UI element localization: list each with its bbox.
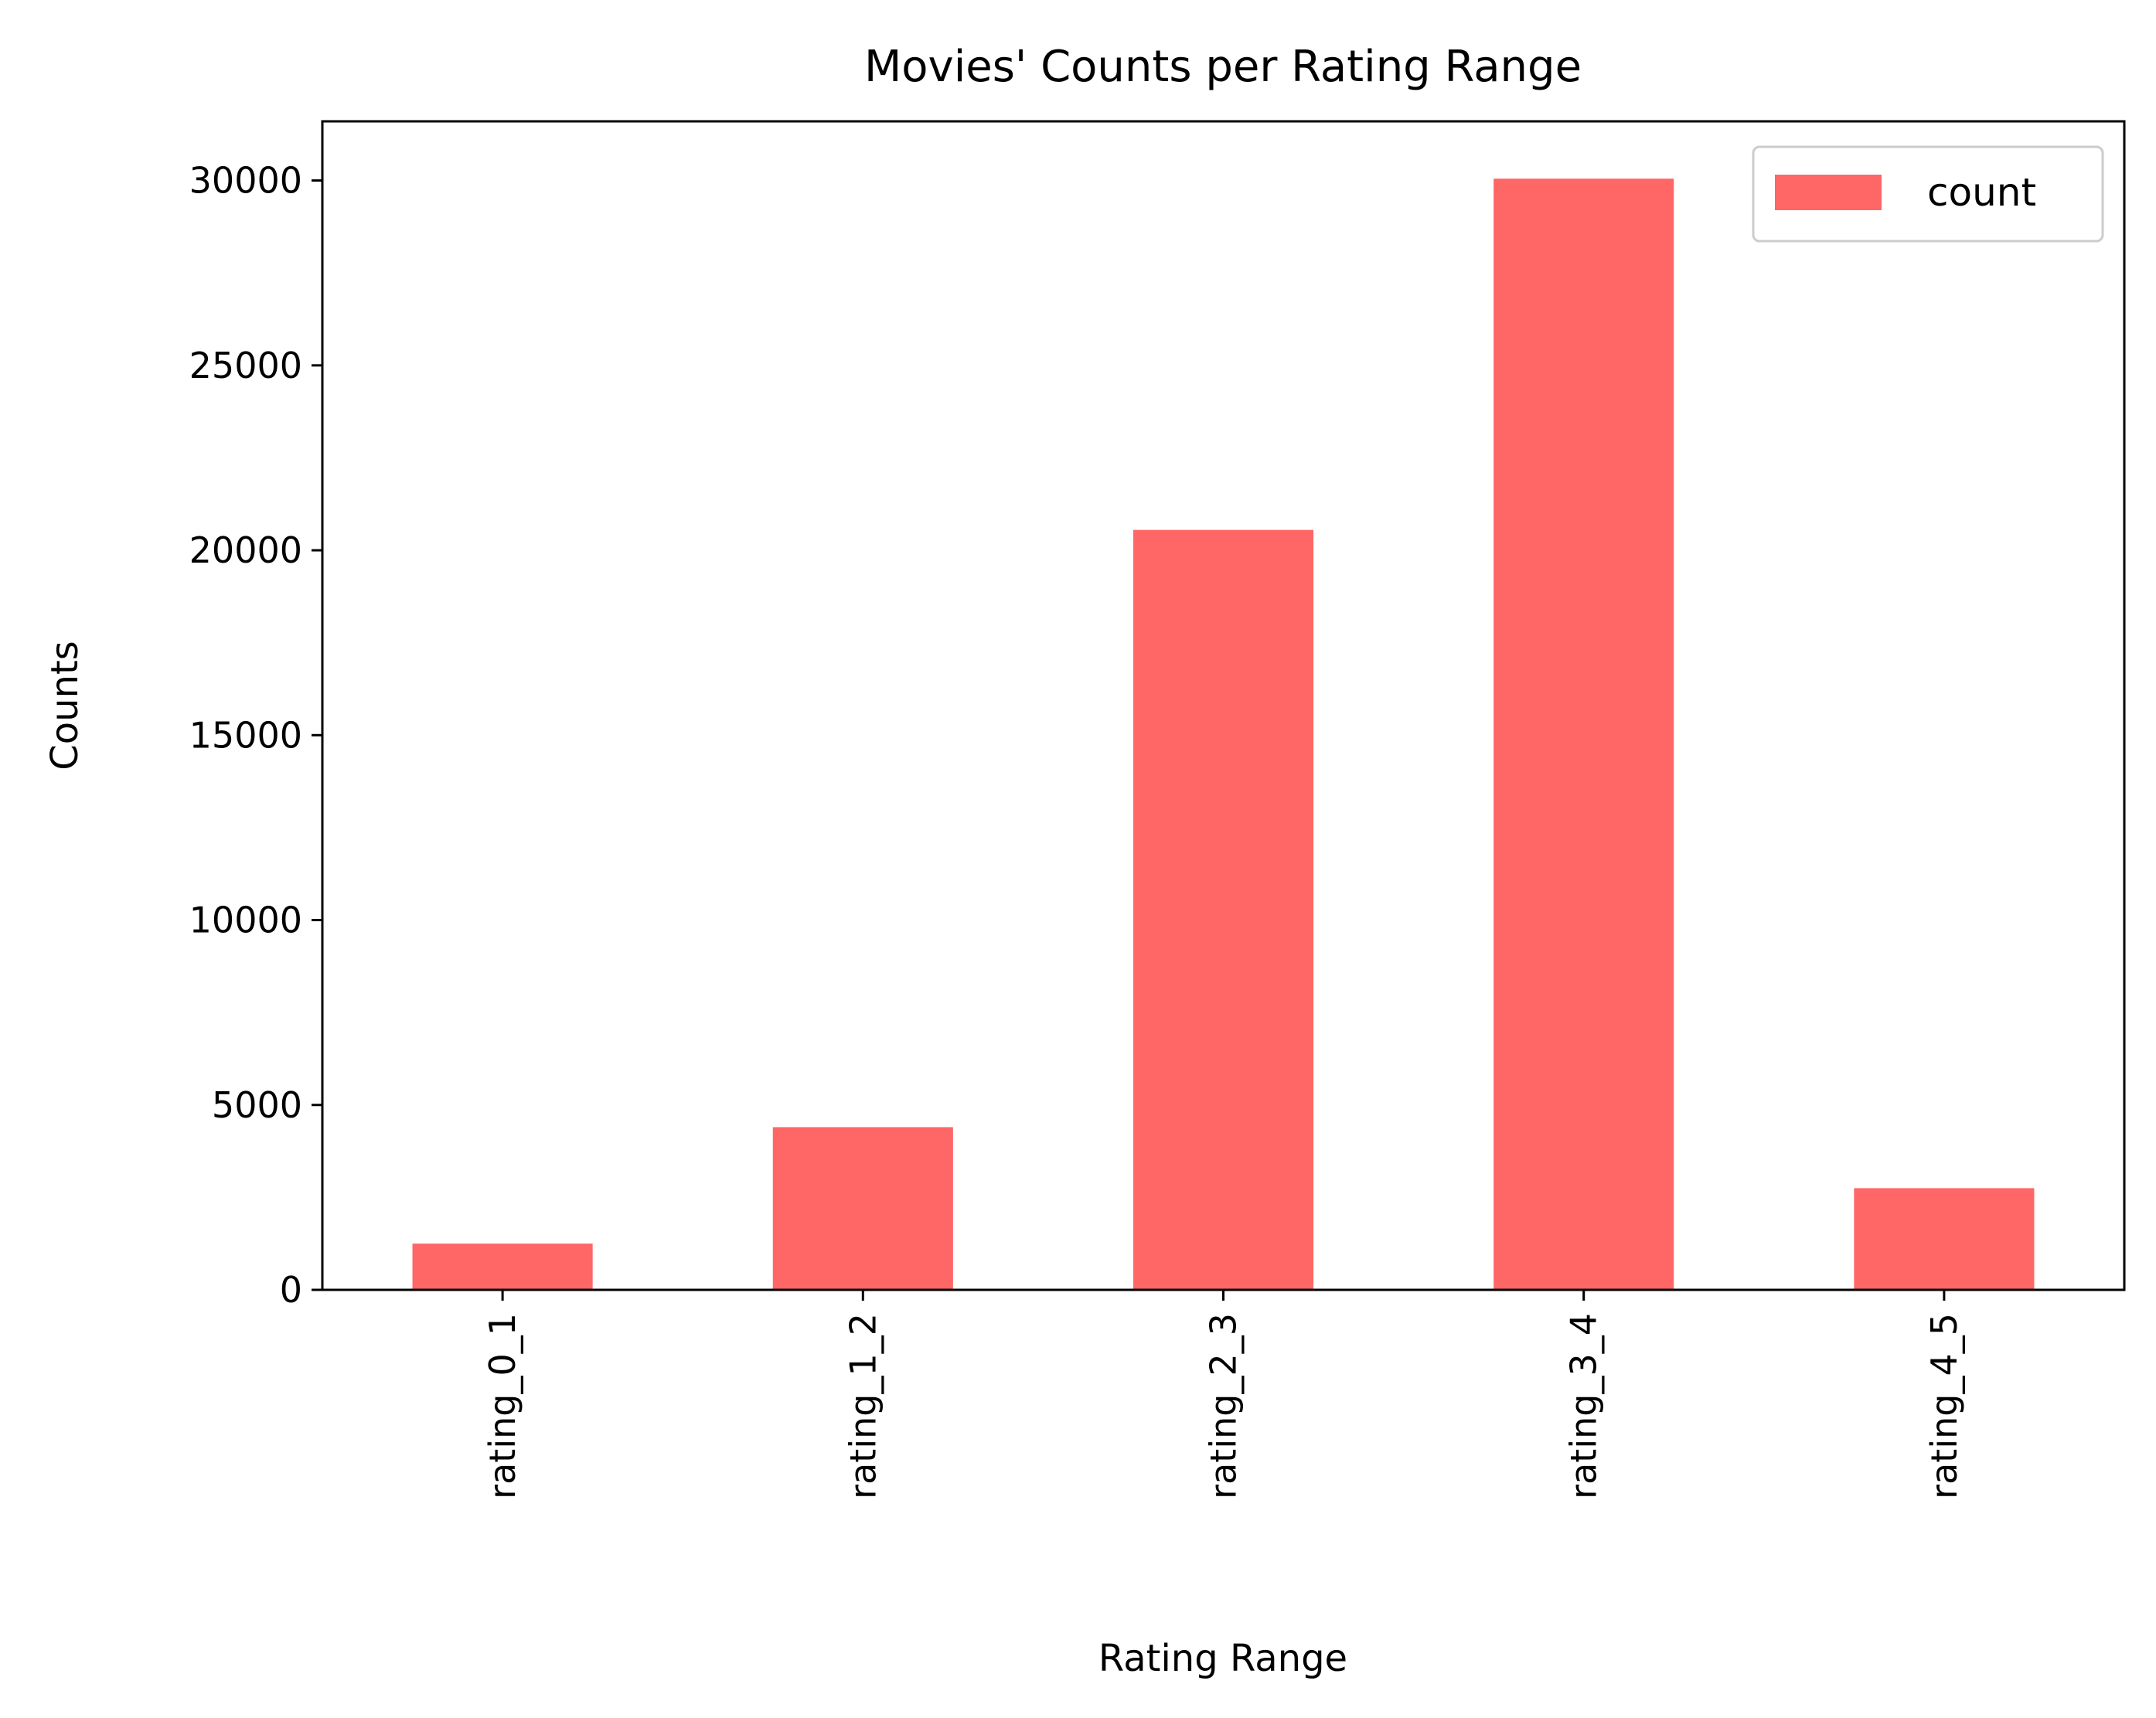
y-tick-label: 25000	[189, 345, 302, 386]
bar-rating_1_2	[772, 1127, 953, 1290]
chart-title: Movies' Counts per Rating Range	[864, 42, 1582, 92]
x-tick-label: rating_2_3	[1203, 1313, 1245, 1499]
bar-rating_3_4	[1494, 179, 1674, 1290]
bar-rating_0_1	[412, 1243, 593, 1290]
legend: count	[1752, 145, 2104, 243]
legend-box	[1752, 145, 2104, 243]
x-tick-label: rating_4_5	[1923, 1313, 1965, 1499]
y-tick-label: 20000	[189, 529, 302, 571]
x-axis: rating_0_1 rating_1_2 rating_2_3 rating_3_4…	[482, 1290, 1965, 1499]
plot-frame	[321, 120, 2126, 1291]
bars-group	[412, 179, 2035, 1290]
y-tick-label: 5000	[212, 1084, 302, 1126]
y-tick-label: 30000	[189, 160, 302, 202]
legend-swatch	[1775, 175, 1882, 210]
y-axis-label: Counts	[43, 641, 87, 771]
y-axis: 0 5000 10000 15000 20000 25000 30000	[189, 160, 322, 1311]
y-tick-label: 15000	[189, 714, 302, 756]
legend-label: count	[1927, 170, 2036, 215]
y-tick-label: 10000	[189, 900, 302, 941]
x-tick-label: rating_3_4	[1563, 1313, 1605, 1499]
x-tick-label: rating_0_1	[482, 1313, 523, 1499]
x-tick-label: rating_1_2	[842, 1313, 884, 1499]
x-axis-label: Rating Range	[1098, 1637, 1347, 1680]
bar-rating_4_5	[1854, 1188, 2035, 1290]
y-tick-label: 0	[280, 1269, 302, 1311]
bar-rating_2_3	[1132, 529, 1314, 1290]
